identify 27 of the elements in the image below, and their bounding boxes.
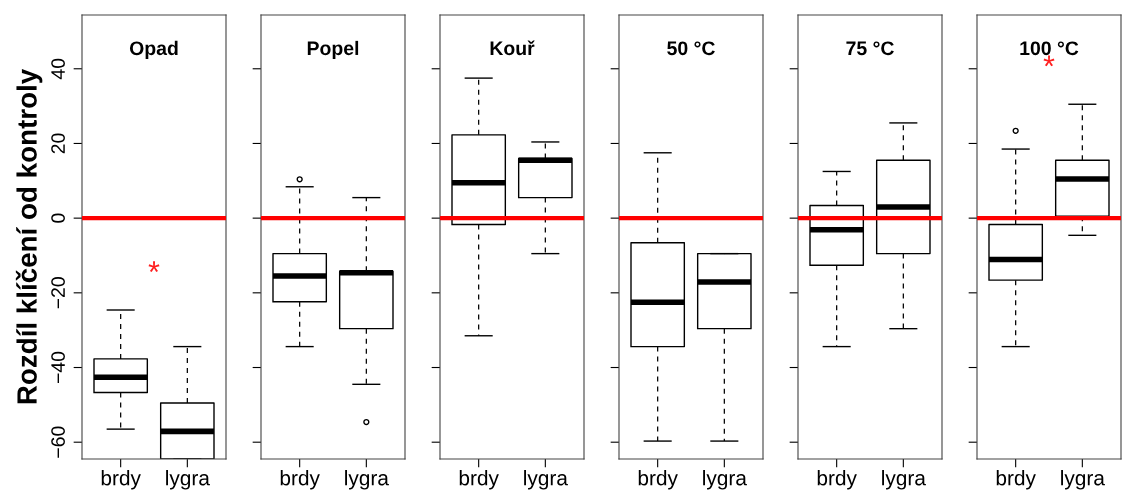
text: Opad — [129, 40, 178, 59]
x-tick-label: lygra — [703, 470, 747, 490]
annotation: * — [148, 261, 160, 273]
x-tick-label: brdy — [996, 470, 1036, 490]
x-tick-label: brdy — [280, 470, 320, 490]
text: Kouř — [490, 40, 535, 56]
text: Popel — [307, 40, 359, 59]
y-tick-label: 40 — [51, 58, 65, 80]
x-tick-label: lygra — [1061, 470, 1105, 490]
x-tick-label: lygra — [524, 470, 568, 490]
annotation: * — [1043, 55, 1055, 67]
x-tick-label: brdy — [638, 470, 678, 490]
y-tick-label: 0 — [51, 213, 65, 223]
y-tick-label: −20 — [51, 277, 65, 309]
x-tick-label: brdy — [101, 470, 141, 490]
x-tick-label: brdy — [459, 470, 499, 490]
text: 100 °C — [1020, 41, 1079, 56]
x-tick-label: lygra — [882, 470, 926, 490]
y-axis-title: Rozdíl klíčení od kontroly — [15, 68, 43, 404]
y-tick-label: −60 — [51, 426, 65, 458]
x-tick-label: lygra — [345, 470, 389, 490]
x-tick-label: brdy — [817, 470, 857, 490]
text: 50 °C — [667, 41, 715, 56]
text: 75 °C — [846, 41, 894, 56]
x-tick-label: lygra — [166, 470, 210, 490]
y-tick-label: 20 — [51, 133, 65, 154]
y-tick-label: −40 — [51, 351, 65, 384]
